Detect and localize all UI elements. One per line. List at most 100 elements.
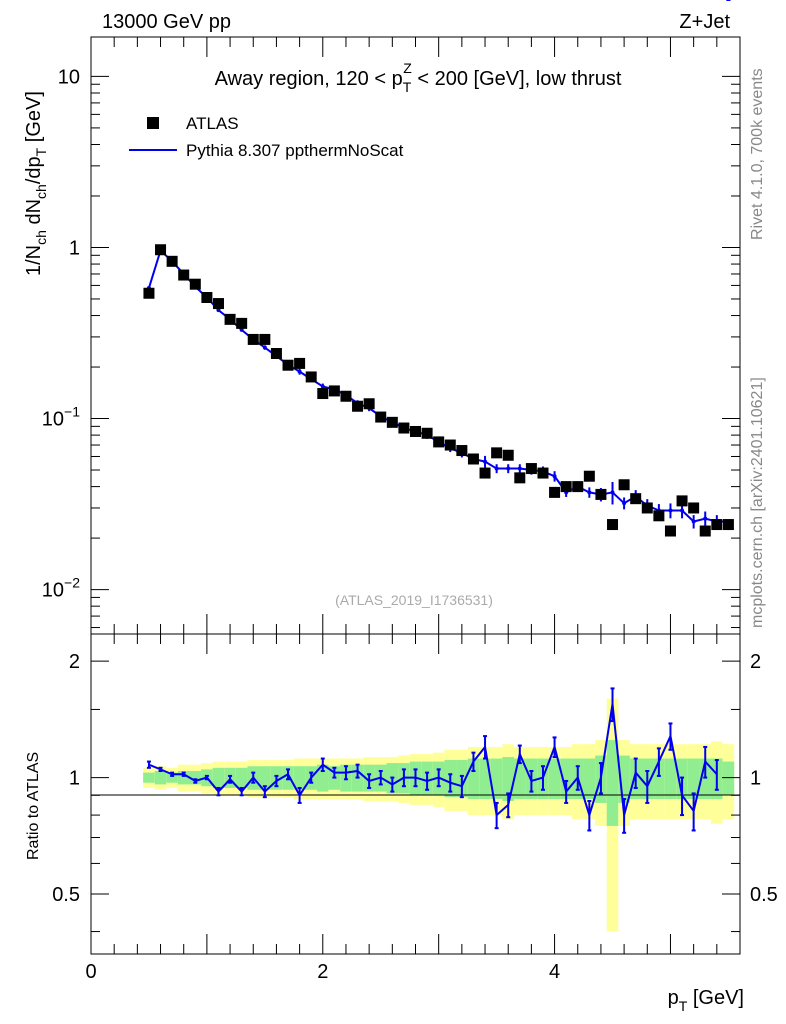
ratio-ytick-label-right: 1 — [750, 768, 761, 790]
data-point — [166, 255, 178, 267]
data-point — [444, 439, 456, 451]
mc-point — [668, 508, 673, 513]
data-point — [618, 479, 630, 491]
data-point — [340, 390, 352, 402]
ratio-band-inner — [722, 761, 735, 796]
mc-point — [703, 516, 708, 521]
ratio-band-inner — [293, 766, 306, 790]
data-point — [595, 488, 607, 500]
ratio-band-inner — [143, 772, 155, 783]
data-point — [549, 486, 561, 498]
data-point — [711, 519, 723, 531]
data-point — [178, 269, 190, 281]
ratio-series-line — [148, 703, 718, 819]
ratio-band-inner — [316, 764, 329, 792]
data-point — [572, 481, 584, 493]
data-point — [514, 472, 526, 484]
ratio-band-inner — [490, 758, 503, 800]
mc-point — [506, 466, 511, 471]
ratio-marks — [146, 0, 731, 834]
ratio-band-inner — [699, 758, 712, 800]
ratio-band-inner — [653, 758, 665, 800]
ratio-band-inner — [177, 770, 190, 785]
data-point — [282, 359, 294, 371]
ratio-xtick-label: 0 — [85, 961, 96, 983]
ratio-band-inner — [664, 758, 677, 800]
ratio-ytick-label: 2 — [69, 651, 80, 673]
data-point — [525, 463, 537, 475]
main-ylabel: 1/Nch dNch/dpT [GeV] — [23, 91, 49, 276]
data-point — [664, 525, 676, 537]
mc-point — [622, 501, 627, 506]
process-label: Z+Jet — [679, 11, 730, 33]
data-point — [352, 400, 364, 412]
ratio-band-inner — [548, 758, 561, 800]
data-point — [676, 495, 688, 507]
ratio-band-inner — [560, 758, 572, 800]
mc-point — [494, 466, 499, 471]
ratio-band-inner — [479, 758, 491, 800]
data-point — [363, 398, 375, 410]
mc-point — [262, 345, 267, 350]
data-point — [641, 502, 653, 514]
data-point — [317, 388, 329, 400]
data-point — [630, 493, 642, 505]
data-point — [456, 445, 468, 457]
data-point — [236, 317, 248, 329]
analysis-watermark: (ATLAS_2019_I1736531) — [335, 592, 493, 608]
ratio-band-inner — [606, 740, 619, 826]
ratio-ylabel: Ratio to ATLAS — [25, 752, 42, 860]
ratio-band-inner — [235, 767, 248, 788]
mc-point — [691, 519, 696, 524]
legend-label-atlas: ATLAS — [186, 114, 239, 133]
data-point — [224, 313, 236, 325]
legend-marker-atlas — [147, 117, 159, 129]
data-point — [270, 347, 282, 359]
mc-point — [297, 369, 302, 374]
ratio-ytick-label: 0.5 — [52, 884, 80, 906]
data-point — [189, 278, 201, 290]
data-point — [375, 411, 387, 423]
mc-point — [483, 459, 488, 464]
main-marks — [143, 244, 734, 537]
ratio-panel: 0 2 4 2 2 1 1 0.5 0.5 Ratio to ATLAS pT [GeV] — [25, 0, 778, 1014]
ratio-bands — [143, 698, 735, 932]
ratio-ytick-label-right: 0.5 — [750, 884, 778, 906]
main-ytick-label: 1 — [69, 237, 80, 259]
ratio-band-inner — [166, 772, 178, 783]
data-point — [537, 467, 549, 479]
ratio-ytick-label: 1 — [69, 768, 80, 790]
main-ytick-label: 10−1 — [42, 404, 80, 431]
data-point — [491, 447, 503, 459]
data-point — [502, 449, 514, 461]
mc-point — [216, 308, 221, 313]
ratio-ticks: 0 2 4 2 2 1 1 0.5 0.5 — [52, 634, 778, 983]
data-point — [433, 436, 445, 448]
data-point — [305, 371, 317, 383]
ratio-band-inner — [502, 757, 515, 801]
data-point — [155, 244, 167, 256]
ratio-xtick-label: 4 — [549, 961, 560, 983]
data-point — [722, 519, 734, 531]
data-point — [143, 287, 155, 299]
ratio-band-inner — [618, 755, 630, 803]
mcplots-label: mcplots.cern.ch [arXiv:2401.10621] — [749, 377, 766, 628]
mc-point — [552, 474, 557, 479]
data-point — [699, 525, 711, 537]
data-point — [479, 467, 491, 479]
ratio-band-inner — [583, 758, 596, 800]
data-point — [398, 422, 410, 434]
main-ytick-label: 10 — [58, 66, 80, 88]
ratio-band-inner — [514, 758, 526, 800]
ratio-band-inner — [189, 770, 202, 785]
data-point — [688, 502, 700, 514]
main-ytick-label: 10−2 — [42, 575, 80, 602]
data-point — [386, 416, 398, 428]
data-point — [247, 333, 259, 345]
mc-point — [320, 384, 325, 389]
energy-label: 13000 GeV pp — [102, 11, 231, 33]
ratio-xtick-label: 2 — [317, 961, 328, 983]
main-panel: 10 1 10−1 10−2 Away region, 120 < pTZ < 200… — [23, 36, 741, 635]
main-ticks: 10 1 10−1 10−2 — [42, 37, 741, 634]
data-point — [583, 470, 595, 482]
